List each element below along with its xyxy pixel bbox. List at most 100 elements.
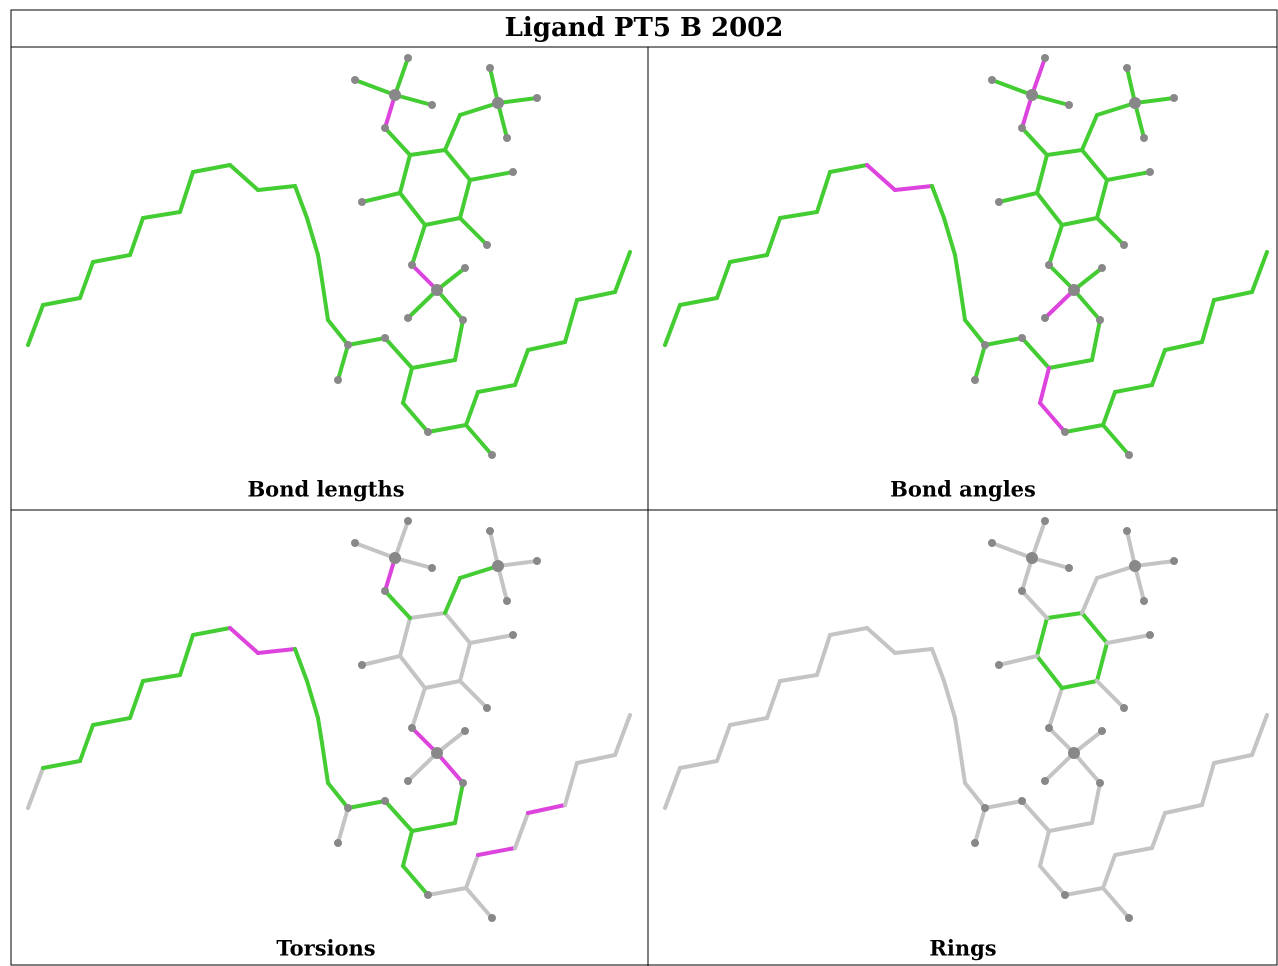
bond [830,628,867,635]
atom [1061,891,1069,899]
bond [1040,831,1049,866]
bond [193,165,230,172]
bond [1165,342,1202,350]
bond [355,80,395,95]
atom [492,97,504,109]
bond [932,186,944,218]
bond [528,342,565,350]
bond [999,656,1037,665]
bond [955,255,959,280]
bond [230,165,258,190]
atom [408,724,416,732]
bond [1082,115,1097,150]
bond [1165,805,1202,813]
bond [460,681,487,708]
bond [1045,753,1074,781]
bond [1252,252,1267,292]
atom [351,76,359,84]
bond [985,801,1022,808]
bond [975,808,985,843]
bond [1152,813,1165,848]
atom [404,777,412,785]
atom [459,779,467,787]
bond [515,813,528,848]
bond [959,280,965,320]
atom [431,284,443,296]
atom [988,76,996,84]
bond [466,855,478,888]
bond [565,300,577,342]
bond [460,180,470,218]
atom [1018,334,1026,342]
bond [1092,320,1100,360]
atom [1123,527,1131,535]
bond [362,193,400,202]
bond [385,591,410,618]
bond [1047,150,1082,155]
atom [389,89,401,101]
bond [1214,292,1252,300]
bond [1252,715,1267,755]
bond [466,392,478,425]
bond [1082,150,1107,180]
bond [403,831,412,866]
atom [358,198,366,206]
atom [1129,560,1141,572]
bond [1047,613,1082,618]
atom [483,241,491,249]
bond [1115,848,1152,855]
atom [533,94,541,102]
bond [410,613,445,618]
atom [1045,724,1053,732]
bond [965,320,985,345]
atom [995,198,1003,206]
atom [381,587,389,595]
bond [425,681,460,688]
bond [780,212,817,218]
atom [1061,428,1069,436]
bond [1107,635,1150,643]
bond [1049,360,1092,368]
bond [295,186,307,218]
bond [780,675,817,681]
atom [1045,261,1053,269]
bond [307,218,318,255]
atom [389,552,401,564]
bond [362,656,400,665]
bond [93,718,130,725]
bond [895,649,932,653]
atom [1041,54,1049,62]
bond [1097,218,1124,245]
bond [1082,613,1107,643]
bond [528,805,565,813]
caption: Bond lengths [247,477,404,502]
caption: Torsions [276,936,375,961]
bond [338,345,348,380]
atom [533,557,541,565]
bond [1037,193,1062,225]
atom [1065,101,1073,109]
bond [258,186,295,190]
atom [344,804,352,812]
atom [981,804,989,812]
title: Ligand PT5 B 2002 [505,13,784,43]
bond [1103,888,1129,918]
atom [1170,557,1178,565]
atom [461,264,469,272]
bond [1202,300,1214,342]
bond [295,649,307,681]
atom [358,661,366,669]
bond [455,783,463,823]
bond [565,763,577,805]
bond [1022,801,1049,831]
bond [817,635,830,675]
atom [1041,517,1049,525]
bond [445,578,460,613]
atom [424,891,432,899]
bond [180,172,193,212]
atom [404,517,412,525]
bond [1082,578,1097,613]
bond [932,649,944,681]
atom [1018,587,1026,595]
bond [28,305,43,345]
